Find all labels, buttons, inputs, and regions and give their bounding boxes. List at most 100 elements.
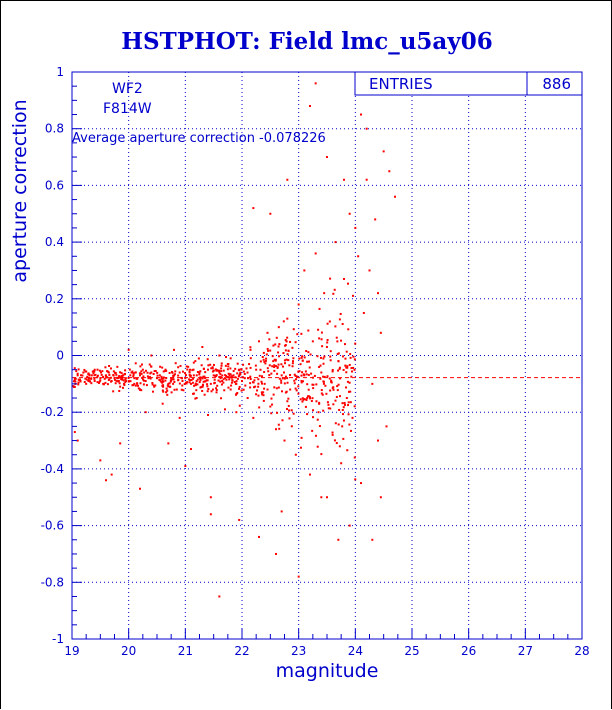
data-point	[354, 342, 357, 345]
data-point	[277, 386, 280, 389]
data-point	[273, 364, 276, 367]
data-point	[258, 535, 260, 538]
data-point	[323, 375, 326, 378]
data-point	[266, 367, 269, 370]
data-point	[314, 252, 317, 255]
data-point	[87, 378, 90, 381]
y-tick-label: -0.4	[41, 462, 64, 476]
data-point	[293, 382, 296, 385]
data-point	[96, 381, 99, 384]
data-point	[274, 358, 277, 361]
data-point	[244, 384, 247, 387]
data-point	[211, 388, 214, 391]
data-point	[127, 380, 130, 383]
data-point	[225, 378, 228, 381]
data-point	[344, 364, 347, 367]
data-point	[133, 377, 136, 380]
data-point	[292, 360, 294, 363]
data-point	[349, 401, 352, 404]
data-point	[248, 363, 251, 366]
data-point	[304, 370, 307, 373]
data-point	[341, 413, 344, 416]
data-point	[259, 360, 262, 363]
data-point	[346, 366, 349, 369]
data-point	[203, 375, 206, 378]
data-point	[194, 383, 197, 386]
data-point	[297, 370, 300, 373]
data-point	[210, 367, 213, 370]
data-point	[190, 448, 192, 451]
data-point	[238, 385, 241, 388]
data-point	[268, 374, 271, 377]
data-point	[227, 386, 230, 389]
data-point	[221, 374, 224, 377]
data-point	[281, 377, 284, 380]
data-point	[107, 370, 110, 373]
data-point	[228, 374, 231, 377]
data-point	[342, 368, 345, 371]
data-point	[261, 375, 264, 378]
x-tick-label: 19	[64, 644, 79, 658]
data-point	[262, 391, 265, 394]
data-point	[284, 344, 287, 347]
data-point	[188, 371, 191, 374]
data-point	[342, 437, 345, 440]
data-point	[255, 368, 258, 371]
data-point	[254, 385, 257, 388]
data-point	[168, 382, 171, 385]
x-tick-label: 24	[348, 644, 363, 658]
y-tick-label: -1	[52, 632, 64, 646]
data-point	[311, 340, 314, 343]
y-tick-label: 0.2	[45, 292, 64, 306]
data-point	[374, 218, 377, 221]
data-point	[320, 331, 323, 334]
data-point	[156, 371, 159, 374]
data-point	[301, 355, 304, 358]
data-point	[301, 400, 304, 403]
grid-lines	[72, 72, 582, 639]
data-point	[140, 363, 143, 366]
data-point	[195, 397, 198, 400]
data-point	[293, 379, 296, 382]
data-point	[269, 349, 272, 352]
data-point	[344, 357, 347, 360]
data-point	[85, 382, 88, 385]
data-point	[287, 404, 290, 407]
data-point	[320, 496, 323, 499]
data-point	[72, 380, 75, 383]
data-point	[141, 376, 144, 379]
data-point	[305, 350, 308, 353]
data-point	[292, 328, 295, 331]
data-point	[300, 436, 303, 439]
data-point	[253, 379, 256, 382]
data-point	[262, 394, 265, 397]
data-point	[274, 365, 277, 368]
data-point	[147, 377, 150, 380]
data-point	[329, 355, 332, 358]
data-point	[312, 409, 315, 412]
data-point	[98, 380, 101, 383]
data-point	[257, 394, 260, 397]
data-point	[139, 487, 141, 490]
data-point	[220, 367, 223, 370]
axes: 19 20 21 22 23 24 25 26 27 28 -1 -0.8 -0.6 -0.4 -0.2 0 0…	[41, 65, 590, 658]
data-point	[119, 371, 122, 374]
data-point	[194, 397, 197, 400]
data-point	[303, 356, 306, 359]
data-point	[270, 397, 273, 400]
data-point	[315, 383, 318, 386]
data-point	[190, 378, 193, 381]
data-point	[318, 401, 321, 404]
data-point	[299, 398, 302, 401]
data-point	[234, 393, 237, 396]
data-point	[79, 380, 82, 383]
data-point	[365, 127, 368, 130]
data-point	[224, 408, 226, 411]
data-point	[83, 381, 86, 384]
data-point	[162, 377, 165, 380]
data-point	[115, 373, 118, 376]
data-point	[337, 352, 340, 355]
data-point	[276, 372, 279, 375]
data-point	[213, 381, 216, 384]
data-point	[220, 383, 223, 386]
